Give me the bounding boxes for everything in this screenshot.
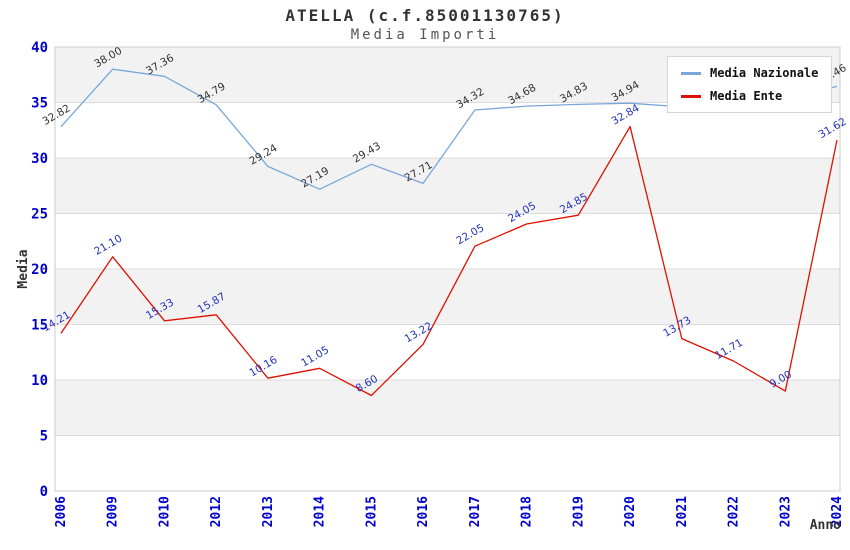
x-tick-label: 2013 [261,496,276,527]
series-line-media-ente [60,125,838,397]
x-tick-label: 2018 [520,496,535,527]
chart-subtitle: Media Importi [350,27,500,43]
legend-item-media-nazionale: Media Nazionale [681,66,818,80]
legend-line-swatch-icon [681,71,701,75]
y-tick-label: 5 [40,429,48,445]
x-tick-label: 2021 [675,496,690,527]
y-axis-title: Media [16,249,31,288]
legend-line-swatch-icon [681,94,701,98]
y-tick-label: 40 [31,40,48,56]
x-tick-label: 2019 [571,496,586,527]
y-tick-label: 0 [40,484,48,500]
x-tick-label: 2014 [313,496,328,527]
plot-band [55,213,840,269]
x-axis-title: Anno [810,518,841,533]
y-tick-label: 25 [31,207,48,223]
legend: Media Nazionale Media Ente [667,56,833,113]
x-tick-label: 2023 [778,496,793,527]
x-tick-label: 2009 [106,496,121,527]
x-tick-label: 2015 [364,496,379,527]
y-tick-label: 10 [31,373,48,389]
legend-label: Media Nazionale [710,66,819,80]
legend-item-media-ente: Media Ente [681,89,818,103]
legend-label: Media Ente [710,89,783,103]
plot-band [55,380,840,436]
x-tick-label: 2022 [727,496,742,527]
plot-border [54,46,841,492]
x-tick-label: 2020 [623,496,638,527]
x-tick-label: 2006 [54,496,69,527]
chart-title: ATELLA (c.f.85001130765) [285,6,565,25]
y-tick-label: 20 [31,262,48,278]
x-tick-label: 2016 [416,496,431,527]
y-tick-label: 30 [31,151,48,167]
plot-band [55,324,840,380]
plot-band [55,435,840,491]
y-tick-label: 35 [31,96,48,112]
x-tick-label: 2010 [157,496,172,527]
x-tick-label: 2024 [830,496,845,527]
x-tick-label: 2017 [468,496,483,527]
x-tick-label: 2012 [209,496,224,527]
y-tick-label: 15 [31,318,48,334]
plot-band [55,158,840,214]
